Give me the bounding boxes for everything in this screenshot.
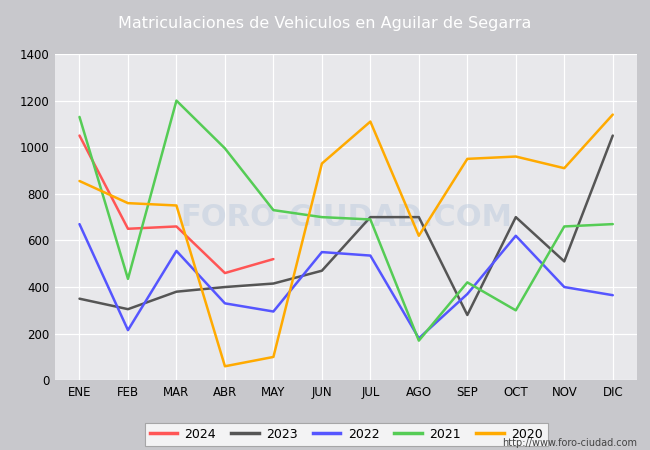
Text: FORO-CIUDAD.COM: FORO-CIUDAD.COM [180, 202, 512, 232]
Text: http://www.foro-ciudad.com: http://www.foro-ciudad.com [502, 438, 637, 448]
Legend: 2024, 2023, 2022, 2021, 2020: 2024, 2023, 2022, 2021, 2020 [144, 423, 548, 446]
Text: Matriculaciones de Vehiculos en Aguilar de Segarra: Matriculaciones de Vehiculos en Aguilar … [118, 16, 532, 31]
